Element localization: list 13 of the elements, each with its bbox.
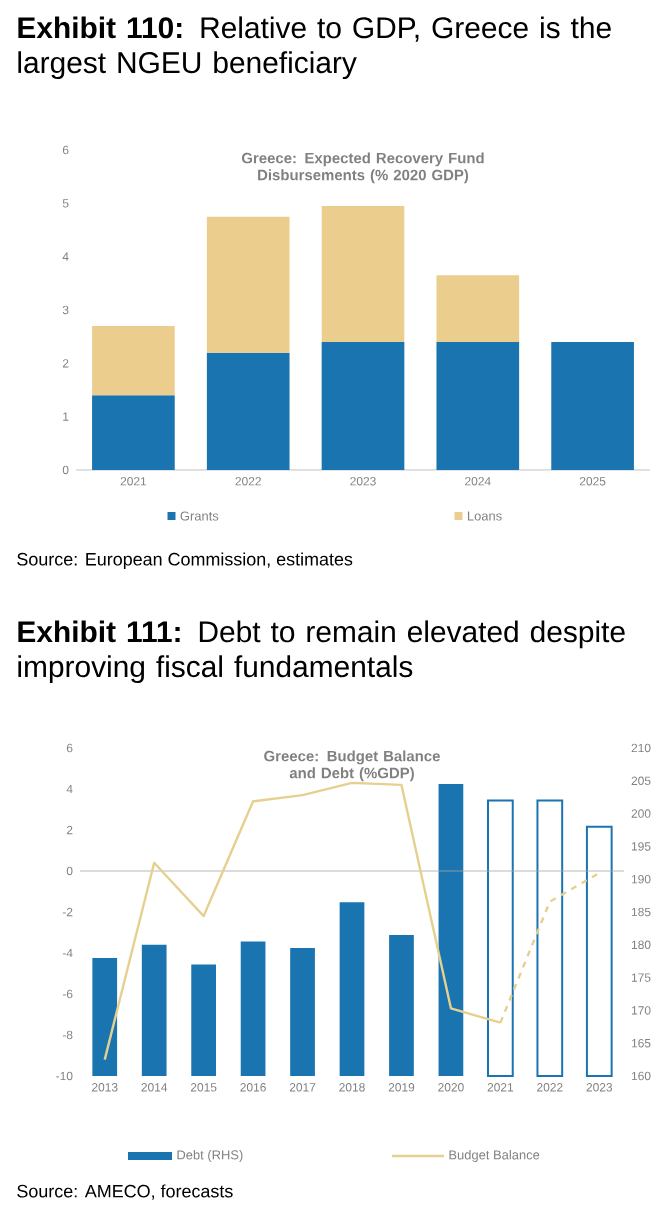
chart-title: Exhibit 110: Relative to GDP, Greece is the largest NGEU beneficiary [18, 16, 611, 80]
source-note: Source: European Commission, estimates [17, 552, 353, 570]
bar [206, 216, 290, 353]
source-note: Source: AMECO, forecasts [17, 1184, 233, 1200]
bar [551, 341, 634, 470]
bar [92, 395, 175, 470]
bar [321, 205, 405, 342]
bar [321, 341, 405, 470]
bar [436, 275, 520, 342]
bar [206, 352, 290, 470]
bar [92, 325, 175, 396]
chart-title: Exhibit 111: Debt to remain elevated despite improving fiscal fundamentals [18, 620, 625, 684]
bar [436, 341, 520, 470]
